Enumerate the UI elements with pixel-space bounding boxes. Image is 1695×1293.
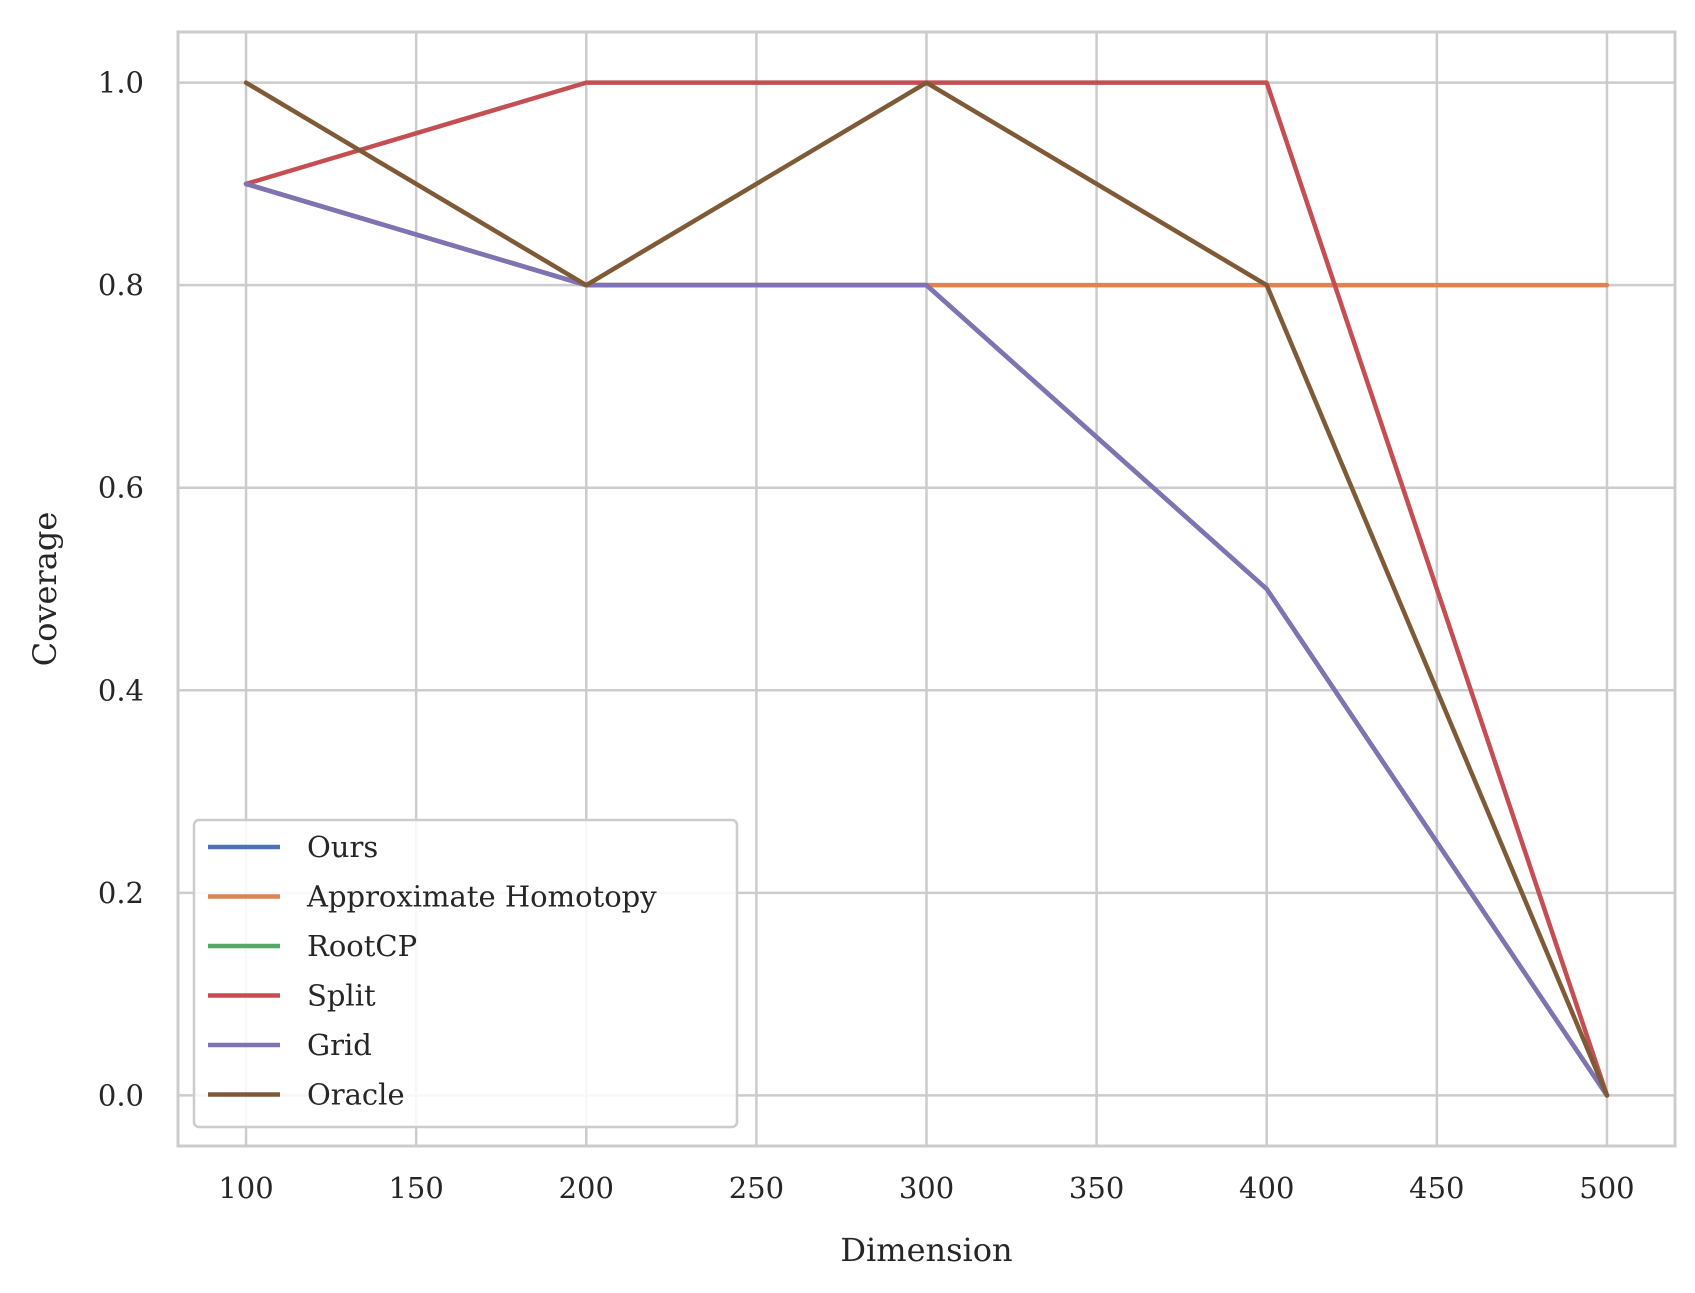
x-tick-label: 300 [899, 1171, 954, 1205]
x-tick-label: 500 [1579, 1171, 1634, 1205]
legend-box [192, 818, 739, 1129]
x-axis-title: Dimension [840, 1231, 1012, 1269]
series-lines [243, 80, 1610, 1098]
legend-label: Ours [307, 830, 378, 864]
legend-label: Grid [307, 1028, 372, 1062]
tick-labels: 100 150 200 250 300 350 400 450 500 0.0 0.2 0.4 0.6 0… [98, 66, 1635, 1205]
series-line-oracle [243, 80, 1610, 1098]
y-tick-label: 1.0 [98, 66, 144, 100]
legend-label: Oracle [307, 1078, 405, 1112]
x-tick-label: 350 [1069, 1171, 1124, 1205]
y-tick-label: 0.0 [98, 1078, 144, 1112]
series-line-grid [243, 181, 1610, 1098]
x-tick-label: 150 [388, 1171, 443, 1205]
legend-label: Split [307, 979, 376, 1013]
legend-label: Approximate Homotopy [306, 880, 657, 914]
x-tick-label: 250 [729, 1171, 784, 1205]
y-tick-label: 0.4 [98, 673, 144, 707]
y-tick-label: 0.6 [98, 471, 144, 505]
y-tick-label: 0.2 [98, 876, 144, 910]
y-tick-label: 0.8 [98, 268, 144, 302]
x-tick-label: 400 [1239, 1171, 1294, 1205]
legend: Ours Approximate Homotopy RootCP Split Grid O… [192, 818, 739, 1129]
legend-label: RootCP [307, 929, 417, 963]
x-tick-label: 200 [559, 1171, 614, 1205]
y-axis-title: Coverage [26, 512, 64, 667]
plot-frame [176, 30, 1677, 1148]
x-tick-label: 100 [218, 1171, 273, 1205]
x-tick-label: 450 [1409, 1171, 1464, 1205]
